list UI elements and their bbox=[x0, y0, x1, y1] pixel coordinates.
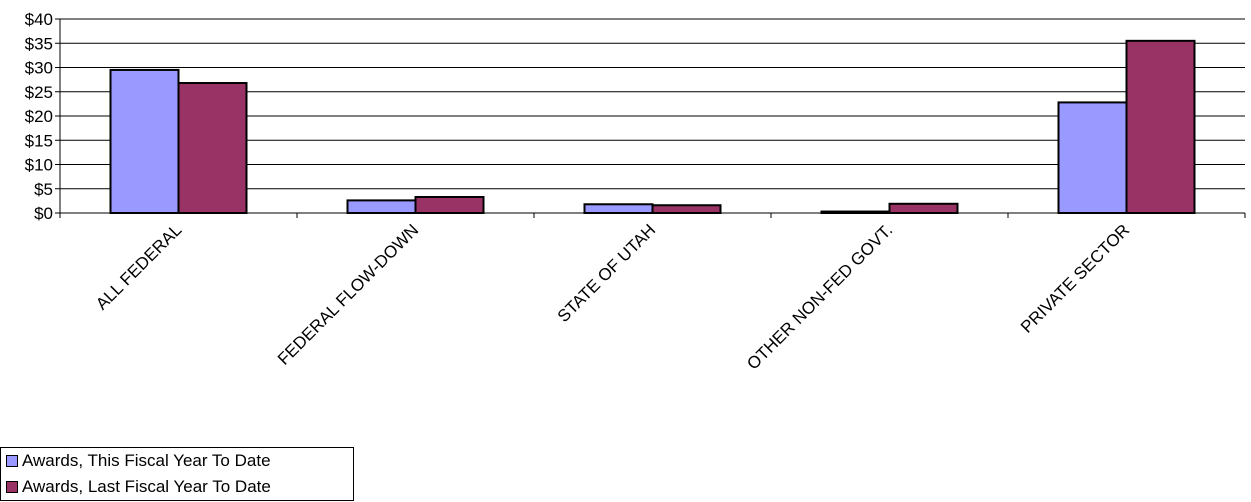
x-tick-label: PRIVATE SECTOR bbox=[1017, 220, 1133, 336]
legend-label-this-year: Awards, This Fiscal Year To Date bbox=[22, 451, 271, 470]
bar-last-year bbox=[888, 202, 959, 215]
x-tick-label: FEDERAL FLOW-DOWN bbox=[274, 220, 422, 368]
y-tick-label: $20 bbox=[25, 107, 53, 126]
legend-swatch-this-year bbox=[6, 455, 18, 467]
y-tick-label: $25 bbox=[25, 83, 53, 102]
x-tick-label: OTHER NON-FED GOVT. bbox=[743, 220, 896, 373]
legend-swatch-last-year bbox=[6, 481, 18, 493]
legend-label-last-year: Awards, Last Fiscal Year To Date bbox=[22, 477, 271, 496]
y-tick-label: $15 bbox=[25, 131, 53, 150]
bar-this-year bbox=[583, 203, 654, 215]
bar-chart: $0 $5 $10 $15 $20 $25 $30 $35 $40 ALL FEDERAL FEDE… bbox=[25, 10, 1246, 373]
y-tick-label: $10 bbox=[25, 156, 53, 175]
bar-last-year bbox=[177, 82, 248, 214]
y-tick-label: $40 bbox=[25, 10, 53, 29]
bar-last-year bbox=[1125, 39, 1196, 215]
chart-legend: Awards, This Fiscal Year To Date Awards,… bbox=[0, 447, 354, 501]
bar-last-year bbox=[414, 195, 485, 214]
y-tick-label: $35 bbox=[25, 34, 53, 53]
legend-item-this-year: Awards, This Fiscal Year To Date bbox=[1, 448, 353, 474]
x-tick-label: ALL FEDERAL bbox=[92, 220, 185, 313]
bar-this-year bbox=[109, 68, 180, 214]
y-tick-label: $5 bbox=[34, 180, 53, 199]
legend-item-last-year: Awards, Last Fiscal Year To Date bbox=[1, 474, 353, 500]
y-tick-label: $0 bbox=[34, 204, 53, 223]
bar-this-year bbox=[1057, 101, 1128, 214]
y-tick-label: $30 bbox=[25, 59, 53, 78]
bar-this-year bbox=[346, 199, 417, 214]
x-tick-label: STATE OF UTAH bbox=[554, 220, 660, 326]
bar-last-year bbox=[651, 204, 722, 215]
